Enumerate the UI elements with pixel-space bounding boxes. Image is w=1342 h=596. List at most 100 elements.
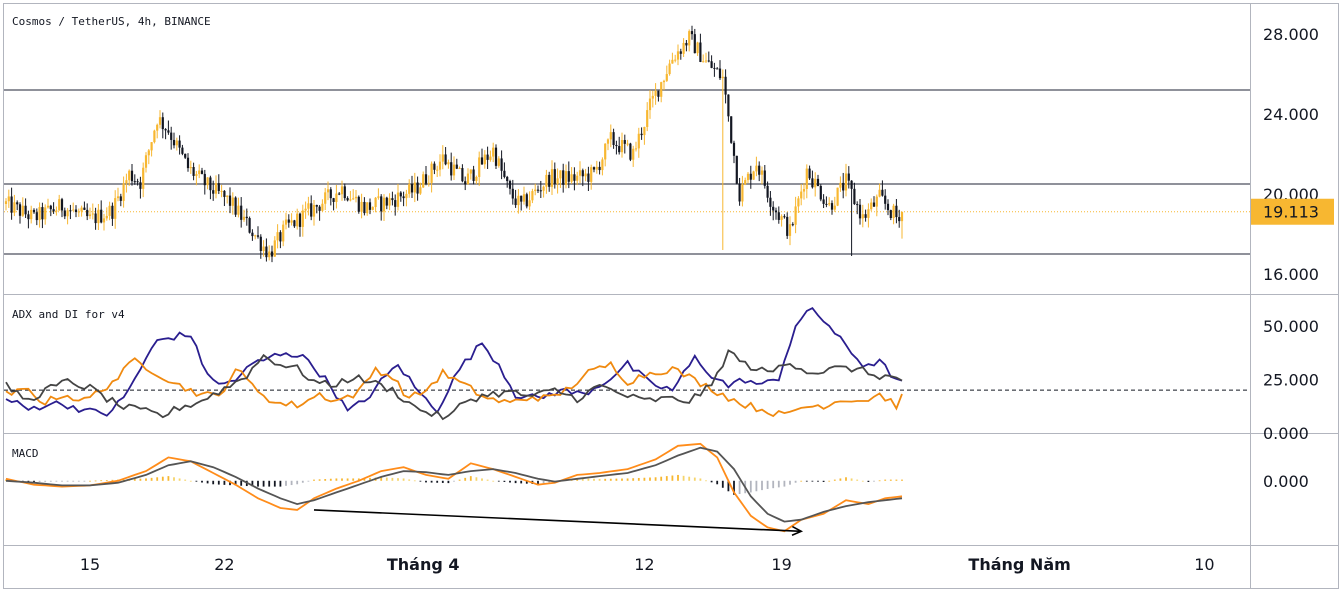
candles[interactable] <box>4 25 904 263</box>
candle <box>301 204 304 237</box>
candle-body <box>752 171 755 180</box>
signal-line[interactable] <box>5 446 903 523</box>
candle <box>769 191 772 216</box>
candle-body <box>710 61 713 68</box>
adx-pane[interactable]: 50.000 25.000 0.000 <box>4 306 1319 443</box>
candle <box>545 169 548 194</box>
candle-body <box>186 157 190 169</box>
macd-histogram-bar <box>884 479 887 481</box>
candle-body <box>576 175 579 181</box>
candle-body <box>408 184 411 194</box>
candle <box>248 216 251 234</box>
candle-body <box>385 197 388 206</box>
candle <box>895 199 898 224</box>
candle-body <box>346 198 349 201</box>
candle-body <box>707 60 710 62</box>
di-minus-line[interactable] <box>5 349 903 421</box>
candle-body <box>458 168 461 170</box>
candle-body <box>228 195 232 206</box>
candle-body <box>839 182 842 188</box>
candle <box>83 201 86 211</box>
candle <box>489 150 492 162</box>
candle <box>657 90 660 102</box>
candle <box>643 126 646 145</box>
candle <box>430 161 433 193</box>
candle <box>839 176 842 192</box>
candle-body <box>889 210 892 219</box>
annotation-arrow-line[interactable] <box>313 509 802 533</box>
candle <box>156 123 159 139</box>
adx-tick-label: 50.000 <box>1263 317 1319 336</box>
candle <box>276 224 279 249</box>
macd-histogram-bar <box>363 478 366 481</box>
candle <box>629 142 632 162</box>
candle-body <box>21 205 24 216</box>
macd-histogram-bar <box>537 480 539 485</box>
candle <box>542 185 545 198</box>
candle-body <box>755 165 758 172</box>
candle <box>307 196 310 216</box>
candle <box>352 189 355 200</box>
candle <box>744 177 747 186</box>
di-plus-line[interactable] <box>5 357 903 418</box>
candle-body <box>651 95 654 99</box>
candle <box>97 204 100 231</box>
time-axis[interactable]: 15 22 Tháng 4 12 19 Tháng Năm 10 <box>80 555 1215 574</box>
candle-body <box>522 194 526 202</box>
candle-body <box>212 190 215 194</box>
macd-pane[interactable]: 0.000 <box>5 442 1309 537</box>
candle-body <box>629 143 632 160</box>
candle <box>424 165 428 186</box>
candle-body <box>66 210 69 217</box>
candle-body <box>774 210 778 213</box>
macd-histogram-bar <box>497 480 500 482</box>
macd-histogram-bar <box>156 477 159 481</box>
candle-body <box>24 205 27 215</box>
candle <box>620 132 624 158</box>
candle <box>814 172 817 197</box>
candle-body <box>685 42 688 46</box>
candle <box>676 44 680 66</box>
candle-body <box>632 148 635 160</box>
candle <box>58 194 61 211</box>
candle-body <box>718 68 722 79</box>
candle-body <box>262 246 265 251</box>
candle-body <box>441 154 444 162</box>
candle <box>326 181 330 201</box>
candle <box>321 199 324 212</box>
macd-histogram-bar <box>458 479 461 481</box>
candle-body <box>892 205 895 219</box>
candle-body <box>144 155 148 168</box>
candle-body <box>763 170 766 186</box>
candle-body <box>419 187 422 194</box>
macd-histogram-bar <box>173 477 175 481</box>
candle-body <box>74 209 78 213</box>
candle <box>550 160 554 195</box>
candle-body <box>125 180 128 184</box>
candle-body <box>760 170 764 175</box>
macd-histogram-bar <box>240 480 243 486</box>
macd-histogram-bar <box>184 479 187 481</box>
adx-tick-label: 0.000 <box>1263 424 1309 443</box>
candle <box>167 120 170 135</box>
candle <box>884 189 887 210</box>
price-tick-label: 28.000 <box>1263 25 1319 44</box>
candle <box>758 161 761 182</box>
candle-body <box>618 146 621 153</box>
adx-line[interactable] <box>5 306 903 417</box>
candle-body <box>688 31 691 46</box>
macd-histogram-bar <box>145 478 147 481</box>
candle-body <box>172 139 176 146</box>
candle-body <box>259 236 262 251</box>
candle-body <box>732 142 736 156</box>
candle <box>567 161 570 189</box>
candle <box>794 196 797 234</box>
candle <box>707 51 710 63</box>
candle-body <box>4 201 8 204</box>
candle <box>604 143 607 167</box>
candle <box>556 168 559 194</box>
candle-body <box>800 191 803 199</box>
